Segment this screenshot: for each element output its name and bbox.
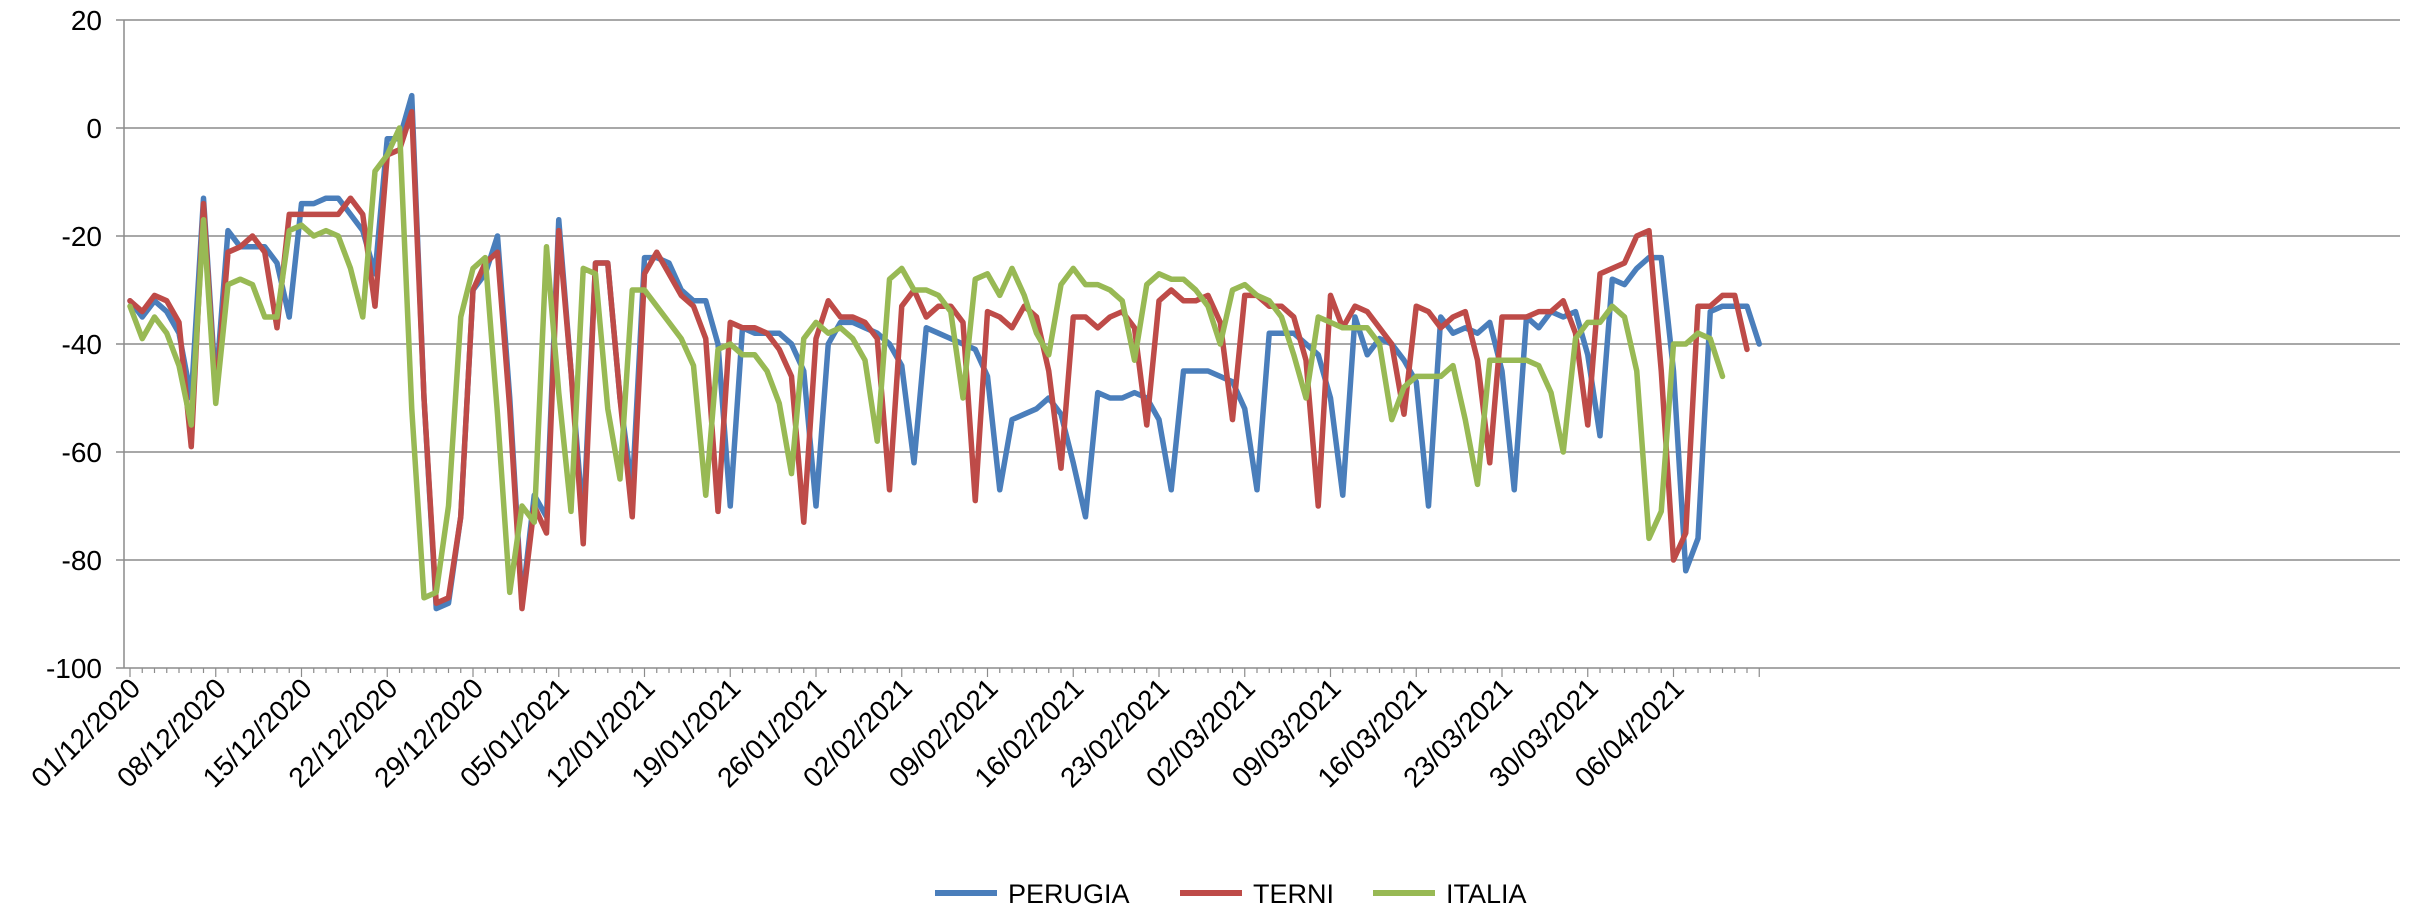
- y-tick-label: -20: [62, 221, 102, 252]
- y-tick-label: 20: [71, 5, 102, 36]
- y-tick-label: -40: [62, 329, 102, 360]
- y-tick-label: -80: [62, 545, 102, 576]
- legend-label-perugia: PERUGIA: [1008, 879, 1130, 907]
- axes: [116, 19, 1760, 677]
- y-axis-tick-labels: 20 0 -20 -40 -60 -80 -100: [46, 5, 102, 684]
- x-axis-tick-labels: 01/12/202008/12/202015/12/202022/12/2020…: [25, 672, 1690, 793]
- y-tick-label: -100: [46, 653, 102, 684]
- series-lines: [127, 92, 1762, 612]
- y-tick-label: -60: [62, 437, 102, 468]
- legend-label-italia: ITALIA: [1446, 879, 1527, 907]
- legend-label-terni: TERNI: [1253, 879, 1334, 907]
- gridlines: [124, 19, 2400, 669]
- legend: PERUGIA TERNI ITALIA: [935, 879, 1527, 907]
- y-tick-label: 0: [86, 113, 102, 144]
- series-line-italia: [127, 125, 1726, 601]
